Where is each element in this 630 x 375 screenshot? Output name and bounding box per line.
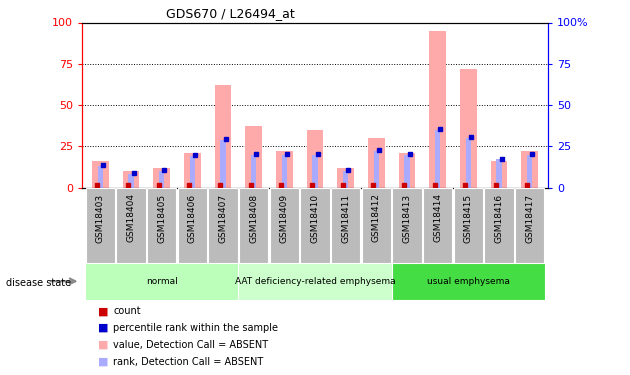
Text: GSM18413: GSM18413 (403, 194, 411, 243)
Bar (423, 188, 452, 262)
Text: disease state: disease state (6, 278, 71, 288)
Text: GSM18410: GSM18410 (311, 194, 319, 243)
Bar (178, 188, 207, 262)
Text: GSM18403: GSM18403 (96, 194, 105, 243)
Bar (270, 188, 299, 262)
Bar (466, 138, 471, 188)
Text: GSM18405: GSM18405 (157, 194, 166, 243)
Bar (238, 262, 392, 300)
Bar (129, 174, 134, 188)
Text: GSM18416: GSM18416 (495, 194, 503, 243)
Bar (527, 154, 532, 188)
Bar (454, 188, 483, 262)
Bar (190, 156, 195, 188)
Text: ■: ■ (98, 357, 108, 367)
Bar (404, 154, 410, 188)
Text: GSM18408: GSM18408 (249, 194, 258, 243)
Text: GSM18404: GSM18404 (127, 194, 135, 243)
Bar (429, 31, 446, 188)
Bar (184, 153, 201, 188)
Bar (276, 151, 293, 188)
Text: GSM18409: GSM18409 (280, 194, 289, 243)
Bar (362, 188, 391, 262)
Text: GSM18407: GSM18407 (219, 194, 227, 243)
Bar (392, 188, 421, 262)
Bar (521, 151, 538, 188)
Bar (337, 168, 354, 188)
Bar (215, 85, 231, 188)
Bar (312, 154, 318, 188)
Bar (460, 69, 477, 188)
Bar (515, 188, 544, 262)
Bar (98, 166, 103, 188)
Text: GSM18417: GSM18417 (525, 194, 534, 243)
Bar (147, 188, 176, 262)
Text: GSM18414: GSM18414 (433, 194, 442, 243)
Bar (251, 154, 256, 188)
Bar (331, 188, 360, 262)
Bar (220, 140, 226, 188)
Text: GSM18406: GSM18406 (188, 194, 197, 243)
Text: percentile rank within the sample: percentile rank within the sample (113, 323, 278, 333)
Bar (496, 159, 501, 188)
Bar (368, 138, 385, 188)
Bar (239, 188, 268, 262)
Bar (209, 188, 238, 262)
Bar (435, 130, 440, 188)
Text: rank, Detection Call = ABSENT: rank, Detection Call = ABSENT (113, 357, 263, 367)
Bar (92, 161, 109, 188)
Text: value, Detection Call = ABSENT: value, Detection Call = ABSENT (113, 340, 268, 350)
Bar (123, 171, 139, 188)
Bar (86, 188, 115, 262)
Text: ■: ■ (98, 323, 108, 333)
Text: GDS670 / L26494_at: GDS670 / L26494_at (166, 7, 295, 20)
Text: GSM18411: GSM18411 (341, 194, 350, 243)
Bar (282, 154, 287, 188)
Bar (153, 168, 170, 188)
Bar (159, 171, 164, 188)
Bar (484, 188, 513, 262)
Bar (301, 188, 329, 262)
Bar (117, 188, 146, 262)
Text: usual emphysema: usual emphysema (427, 277, 510, 286)
Bar (491, 161, 507, 188)
Text: ■: ■ (98, 306, 108, 316)
Bar (307, 130, 323, 188)
Bar (374, 151, 379, 188)
Text: GSM18412: GSM18412 (372, 194, 381, 243)
Text: AAT deficiency-related emphysema: AAT deficiency-related emphysema (235, 277, 395, 286)
Bar (392, 262, 545, 300)
Text: GSM18415: GSM18415 (464, 194, 473, 243)
Bar (85, 262, 238, 300)
Bar (245, 126, 262, 188)
Text: ■: ■ (98, 340, 108, 350)
Bar (343, 171, 348, 188)
Bar (399, 153, 415, 188)
Text: count: count (113, 306, 141, 316)
Text: normal: normal (146, 277, 178, 286)
